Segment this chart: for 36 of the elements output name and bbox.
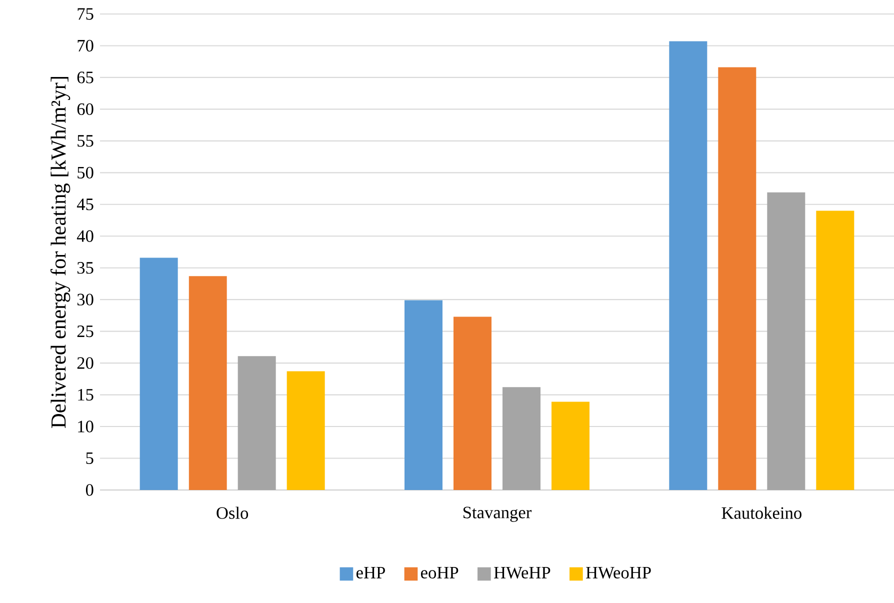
legend-label: HWeHP (494, 566, 550, 579)
y-tick-label: 70 (78, 40, 94, 52)
y-tick-label: 40 (76, 230, 94, 242)
y-tick-label: 60 (77, 103, 94, 116)
bar (816, 210, 854, 490)
bar (238, 356, 276, 490)
bar (767, 192, 806, 490)
x-tick-label: Oslo (216, 506, 248, 519)
bar (140, 258, 178, 490)
y-tick-label: 75 (78, 8, 94, 20)
x-tick-label: Kautokeino (722, 506, 802, 519)
y-tick-label: 45 (76, 198, 94, 210)
y-tick-label: 20 (77, 357, 94, 369)
y-tick-label: 50 (78, 166, 94, 179)
legend-label: HWeoHP (586, 566, 651, 579)
bar (404, 300, 442, 490)
bar (718, 67, 756, 490)
bar (502, 387, 540, 490)
y-axis-title: Delivered energy for heating [kWh/m²yr] (50, 76, 70, 428)
y-tick-label: 15 (78, 388, 94, 401)
bar (286, 371, 325, 490)
y-tick-label: 55 (78, 135, 94, 147)
bar (551, 402, 590, 490)
x-tick-label: Stavanger (463, 506, 532, 522)
y-tick-label: 30 (77, 294, 94, 306)
y-tick-label: 5 (86, 452, 94, 464)
y-tick-label: 10 (78, 420, 94, 432)
y-tick-label: 0 (86, 484, 94, 496)
bar (188, 276, 227, 490)
legend-label: eoHP (420, 566, 458, 578)
legend-label: eHP (356, 566, 385, 578)
y-tick-label: 35 (77, 262, 94, 274)
y-tick-label: 65 (77, 72, 94, 84)
y-tick-label: 25 (77, 325, 94, 338)
bar (454, 316, 492, 490)
bar (669, 41, 708, 490)
